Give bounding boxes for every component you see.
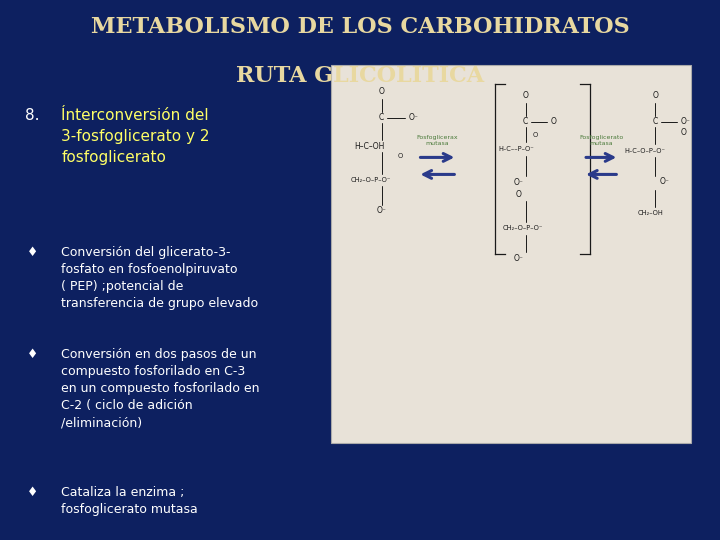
Text: ♦: ♦ <box>27 246 38 259</box>
Text: 8.: 8. <box>25 108 40 123</box>
Text: O: O <box>652 91 658 99</box>
Text: Fosfoglicerato
mutasa: Fosfoglicerato mutasa <box>579 135 624 146</box>
Text: Conversión del glicerato-3-
fosfato en fosfoenolpiruvato
( PEP) ;potencial de
tr: Conversión del glicerato-3- fosfato en f… <box>61 246 258 310</box>
Text: O: O <box>397 152 403 159</box>
Text: O⁻: O⁻ <box>377 206 387 215</box>
Text: O⁻: O⁻ <box>513 254 523 263</box>
Text: C: C <box>523 117 528 126</box>
Text: O: O <box>516 190 521 199</box>
Text: C: C <box>379 113 384 122</box>
Text: Cataliza la enzima ;
fosfoglicerato mutasa: Cataliza la enzima ; fosfoglicerato muta… <box>61 486 198 516</box>
Text: O: O <box>533 132 538 138</box>
Text: Conversión en dos pasos de un
compuesto fosforilado en C-3
en un compuesto fosfo: Conversión en dos pasos de un compuesto … <box>61 348 260 429</box>
Text: Fosfoglicerax
mutasa: Fosfoglicerax mutasa <box>417 135 458 146</box>
Text: O: O <box>551 117 557 126</box>
Bar <box>331 65 691 443</box>
Text: RUTA GLICOLITICA: RUTA GLICOLITICA <box>236 65 484 87</box>
Text: Ínterconversión del
3-fosfoglicerato y 2
fosfoglicerato: Ínterconversión del 3-fosfoglicerato y 2… <box>61 108 210 165</box>
Text: O⁻: O⁻ <box>681 117 691 126</box>
Text: O⁻: O⁻ <box>409 113 418 122</box>
Text: CH₂–O–P–O⁻: CH₂–O–P–O⁻ <box>351 177 392 183</box>
Text: H–C–OH: H–C–OH <box>354 141 385 151</box>
Text: CH₂–OH: CH₂–OH <box>637 210 663 216</box>
Text: H–C––P–O⁻: H–C––P–O⁻ <box>498 146 534 152</box>
Text: CH₂–O–P–O⁻: CH₂–O–P–O⁻ <box>502 225 543 231</box>
Text: ♦: ♦ <box>27 486 38 499</box>
Text: H–C–O–P–O⁻: H–C–O–P–O⁻ <box>624 147 665 153</box>
Text: O: O <box>681 129 687 137</box>
Text: O: O <box>379 87 384 96</box>
Text: ♦: ♦ <box>27 348 38 361</box>
Text: C: C <box>652 117 658 126</box>
Text: METABOLISMO DE LOS CARBOHIDRATOS: METABOLISMO DE LOS CARBOHIDRATOS <box>91 16 629 38</box>
Text: O: O <box>523 91 528 99</box>
Text: O⁻: O⁻ <box>513 178 523 187</box>
Text: O⁻: O⁻ <box>660 178 670 186</box>
